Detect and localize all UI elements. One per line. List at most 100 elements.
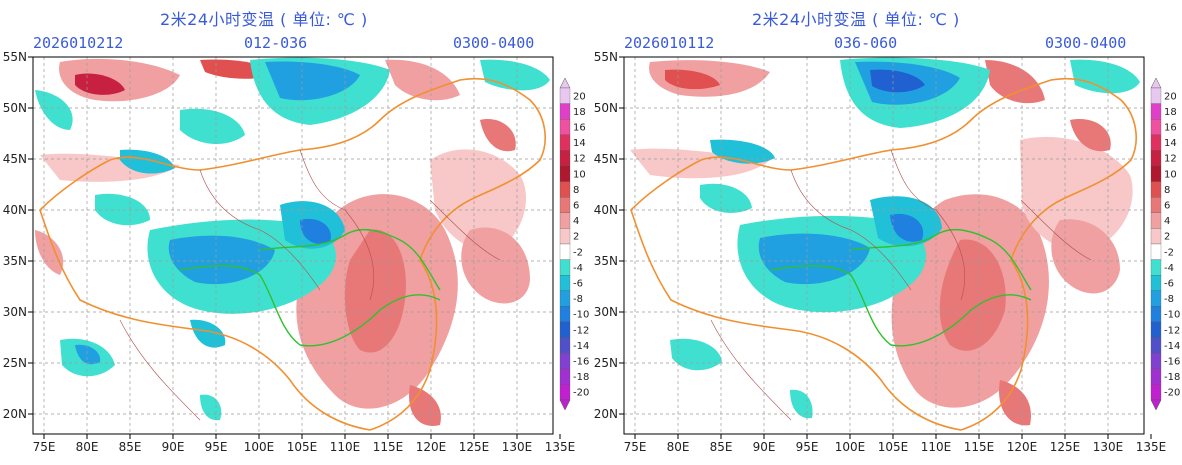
panel1-gridlines	[33, 57, 553, 434]
panel1-colorbar-swatch	[559, 368, 571, 385]
panel2-colorbar-label: 18	[1164, 107, 1177, 118]
panel2-lon-label: 100E	[835, 440, 866, 454]
panel1-lon-label: 75E	[33, 440, 56, 454]
panel2-colorbar-label: 2	[1164, 232, 1170, 243]
panel2-gridlines	[624, 57, 1144, 434]
panel2-valid-window: 0300-0400	[1045, 34, 1127, 52]
panel2-colorbar-label: 16	[1164, 123, 1177, 134]
panel2-lon-label: 120E	[1007, 440, 1038, 454]
panel1-colorbar-swatch	[559, 353, 571, 369]
panel2-lat-label: 50N	[594, 101, 618, 115]
panel1-colorbar-swatch	[559, 87, 571, 104]
panel1-colorbar-label: 14	[573, 138, 586, 149]
panel2-lon-label: 125E	[1050, 440, 1081, 454]
panel1-colorbar-swatch	[559, 259, 571, 276]
panel1-colorbar-swatch	[559, 197, 571, 213]
panel2-colorbar-label: -10	[1164, 310, 1180, 321]
panel1-lat-label: 50N	[3, 101, 27, 115]
panel1-lat-label: 20N	[3, 407, 27, 421]
panel1-colorbar-swatch	[559, 165, 571, 182]
panel1-lon-label: 90E	[162, 440, 185, 454]
panel1-lon-label: 135E	[545, 440, 576, 454]
panel1-colorbar-cap-top	[559, 77, 571, 89]
panel1-colorbar-label: 18	[573, 107, 586, 118]
panel1-title: 2米24小时变温 ( 单位: ℃ )	[160, 10, 368, 29]
panel1-colorbar-label: -6	[573, 279, 583, 290]
panel2-colorbar-swatch	[1150, 150, 1162, 167]
panel1-colorbar-label: -2	[573, 247, 583, 258]
panel1-lon-label: 110E	[330, 440, 361, 454]
panel1-colorbar-label: -18	[573, 372, 589, 383]
panel2-colorbar-label: 12	[1164, 154, 1177, 165]
panel1-colorbar-label: 20	[573, 91, 586, 102]
panel2-lon-label: 130E	[1093, 440, 1124, 454]
panel2-colorbar-label: -14	[1164, 341, 1180, 352]
panel2-colorbar-label: -2	[1164, 247, 1174, 258]
panel2-river	[770, 265, 1032, 347]
panel2-colorbar-label: 4	[1164, 216, 1170, 227]
panel2-colorbar-swatch	[1150, 290, 1162, 307]
panel1-lon-label: 105E	[287, 440, 318, 454]
panel2-lon-label: 105E	[878, 440, 909, 454]
panel2-boundary	[630, 77, 1137, 431]
panel2-colorbar-swatch	[1150, 275, 1162, 291]
panel1-colorbar-label: -14	[573, 341, 589, 352]
panel2-map	[623, 56, 1145, 435]
panel1-colorbar-label: 16	[573, 123, 586, 134]
panel1-colorbar-label: -16	[573, 357, 589, 368]
panel2-colorbar-swatch	[1150, 368, 1162, 385]
panel2-lon-label: 80E	[667, 440, 690, 454]
panel1-valid-window: 0300-0400	[453, 34, 535, 52]
panel1-init-time: 2026010212	[33, 34, 124, 52]
panel2-lon-label: 75E	[624, 440, 647, 454]
panel1-lat-label: 35N	[3, 254, 27, 268]
panel2-colorbar-label: 8	[1164, 185, 1170, 196]
panel2-colorbar-swatch	[1150, 259, 1162, 276]
panel2-colorbar-swatch	[1150, 228, 1162, 245]
panel1-lat-label: 30N	[3, 305, 27, 319]
panel1-boundary	[39, 77, 546, 431]
panel1-colorbar-swatch	[559, 384, 571, 401]
panel1-colorbar-swatch	[559, 119, 571, 135]
panel1-colorbar-label: -10	[573, 310, 589, 321]
panel2-lon-label: 85E	[710, 440, 733, 454]
panel2-colorbar-swatch	[1150, 212, 1162, 229]
panel2-colorbar-swatch	[1150, 306, 1162, 323]
panel1-colorbar-swatch	[559, 275, 571, 291]
panel2-lon-label: 135E	[1136, 440, 1167, 454]
panel2-title: 2米24小时变温 ( 单位: ℃ )	[752, 10, 960, 29]
panel2-lon-label: 95E	[796, 440, 819, 454]
panel2-lat-label: 25N	[594, 356, 618, 370]
panel2-colorbar-swatch	[1150, 181, 1162, 198]
panel2-colorbar-label: -12	[1164, 325, 1180, 336]
panel1-colorbar-label: 8	[573, 185, 579, 196]
panel2-colorbar-swatch	[1150, 243, 1162, 260]
panel2-colorbar-label: 20	[1164, 91, 1177, 102]
panel1-river	[179, 265, 441, 347]
panel2-init-time: 2026010112	[624, 34, 715, 52]
panel1-colorbar-swatch	[559, 228, 571, 245]
panel2-colorbar-label: 6	[1164, 201, 1170, 212]
panel2-forecast-range: 036-060	[834, 34, 898, 52]
panel2-colorbar-swatch	[1150, 353, 1162, 369]
panel1-colorbar-swatch	[559, 150, 571, 167]
panel2-colorbar-label: -16	[1164, 357, 1180, 368]
panel2-colorbar-swatch	[1150, 321, 1162, 338]
panel1-colorbar-swatch	[559, 212, 571, 229]
panel1-map	[32, 56, 554, 435]
panel1-forecast-range: 012-036	[244, 34, 308, 52]
panel1-lat-label: 55N	[3, 50, 27, 64]
panel2-colorbar-label: 10	[1164, 169, 1177, 180]
panel2-colorbar-cap-top	[1150, 77, 1162, 89]
panel2-lat-label: 35N	[594, 254, 618, 268]
panel2-lat-label: 45N	[594, 152, 618, 166]
panel1-lon-label: 95E	[205, 440, 228, 454]
panel2-lon-label: 110E	[921, 440, 952, 454]
panel2-colorbar-label: -6	[1164, 279, 1174, 290]
panel1-lon-label: 85E	[119, 440, 142, 454]
panel1-colorbar-swatch	[559, 321, 571, 338]
panel1-colorbar-swatch	[559, 134, 571, 151]
panel2-lon-label: 90E	[753, 440, 776, 454]
panel1-colorbar-swatch	[559, 290, 571, 307]
panel1-colorbar-label: 6	[573, 201, 579, 212]
